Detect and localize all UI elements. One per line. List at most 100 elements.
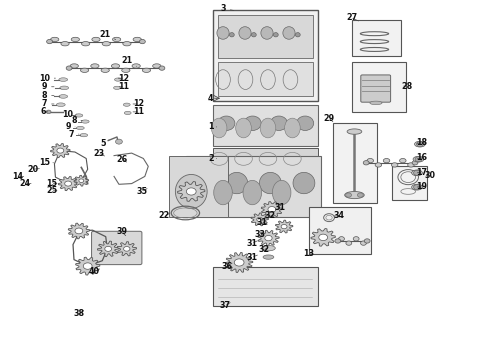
Circle shape: [281, 225, 287, 229]
Circle shape: [412, 161, 418, 165]
Ellipse shape: [71, 37, 79, 41]
FancyBboxPatch shape: [213, 105, 318, 146]
Text: 12: 12: [133, 99, 144, 108]
Text: 8: 8: [42, 91, 54, 100]
Polygon shape: [275, 220, 293, 233]
Bar: [392, 166, 427, 200]
Circle shape: [363, 161, 369, 165]
Text: 34: 34: [333, 211, 344, 220]
Text: 29: 29: [323, 114, 335, 123]
Polygon shape: [50, 144, 70, 158]
Text: 9: 9: [42, 82, 54, 91]
Text: 33: 33: [254, 230, 265, 239]
Text: 9: 9: [65, 122, 75, 131]
Bar: [333, 123, 377, 203]
Ellipse shape: [283, 27, 295, 39]
Text: 7: 7: [42, 99, 54, 108]
Ellipse shape: [415, 141, 425, 147]
Ellipse shape: [344, 192, 364, 199]
Ellipse shape: [60, 86, 69, 90]
Ellipse shape: [412, 184, 422, 190]
Ellipse shape: [124, 111, 131, 114]
Text: 7: 7: [69, 130, 79, 139]
Circle shape: [265, 235, 272, 241]
Ellipse shape: [375, 163, 382, 167]
Text: 30: 30: [424, 171, 435, 180]
FancyBboxPatch shape: [218, 15, 314, 58]
Ellipse shape: [229, 33, 234, 37]
Ellipse shape: [214, 180, 232, 205]
Circle shape: [414, 185, 420, 190]
Text: 25: 25: [47, 186, 57, 195]
Ellipse shape: [412, 170, 422, 176]
Ellipse shape: [92, 37, 100, 41]
Circle shape: [57, 148, 64, 153]
Ellipse shape: [361, 241, 367, 245]
Ellipse shape: [142, 68, 150, 72]
Ellipse shape: [59, 95, 68, 98]
Text: 15: 15: [39, 158, 53, 167]
Circle shape: [357, 193, 363, 197]
Text: 17: 17: [416, 168, 427, 177]
Polygon shape: [261, 202, 283, 217]
Ellipse shape: [61, 41, 69, 46]
Ellipse shape: [80, 134, 88, 137]
Ellipse shape: [285, 118, 300, 138]
Text: 37: 37: [220, 301, 231, 310]
Polygon shape: [117, 242, 137, 256]
Bar: [213, 10, 318, 101]
Ellipse shape: [408, 163, 414, 167]
Text: 18: 18: [416, 138, 427, 147]
Ellipse shape: [262, 246, 275, 251]
Text: 39: 39: [116, 228, 127, 237]
Circle shape: [159, 66, 165, 70]
FancyBboxPatch shape: [218, 62, 314, 96]
Ellipse shape: [122, 68, 130, 72]
Ellipse shape: [115, 78, 122, 81]
Circle shape: [83, 263, 92, 269]
Circle shape: [66, 66, 72, 70]
Text: 31: 31: [257, 218, 268, 227]
Polygon shape: [75, 257, 100, 275]
Ellipse shape: [111, 64, 120, 68]
FancyBboxPatch shape: [169, 156, 228, 217]
Ellipse shape: [123, 41, 131, 46]
Text: 31: 31: [247, 253, 258, 262]
Text: 36: 36: [221, 262, 232, 271]
Text: 13: 13: [303, 249, 314, 258]
Polygon shape: [98, 241, 119, 257]
Text: 15: 15: [47, 179, 57, 188]
Ellipse shape: [192, 172, 214, 194]
Ellipse shape: [259, 172, 281, 194]
Ellipse shape: [184, 180, 203, 205]
Ellipse shape: [270, 116, 288, 130]
Polygon shape: [58, 176, 78, 191]
Text: 23: 23: [94, 149, 105, 158]
Ellipse shape: [59, 78, 68, 81]
FancyBboxPatch shape: [213, 148, 318, 169]
Ellipse shape: [260, 118, 276, 138]
FancyBboxPatch shape: [92, 231, 142, 265]
Bar: [352, 62, 406, 112]
Circle shape: [65, 181, 72, 186]
Ellipse shape: [50, 37, 59, 41]
Text: 11: 11: [133, 107, 144, 116]
Ellipse shape: [251, 33, 256, 37]
Polygon shape: [74, 175, 89, 186]
Text: 21: 21: [121, 56, 137, 66]
Ellipse shape: [56, 103, 65, 107]
Ellipse shape: [353, 237, 359, 241]
FancyBboxPatch shape: [361, 75, 391, 102]
Ellipse shape: [347, 129, 362, 134]
Bar: [310, 207, 370, 253]
Text: 38: 38: [74, 309, 84, 318]
Ellipse shape: [339, 237, 344, 241]
Text: 6: 6: [41, 107, 48, 116]
Circle shape: [116, 139, 122, 144]
Ellipse shape: [153, 64, 161, 68]
Ellipse shape: [273, 33, 278, 37]
Circle shape: [345, 193, 351, 197]
Ellipse shape: [295, 33, 300, 37]
Text: 2: 2: [208, 154, 217, 163]
Circle shape: [79, 179, 84, 183]
